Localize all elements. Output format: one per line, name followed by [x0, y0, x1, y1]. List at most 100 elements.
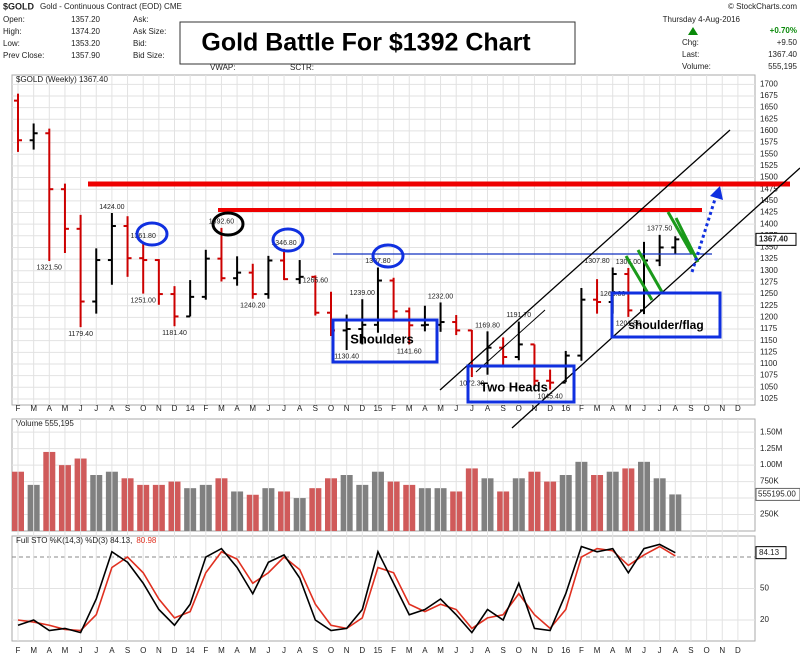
y-tick-label: 1400 [760, 219, 778, 228]
x-tick-label: D [172, 404, 178, 413]
y-tick-label: 1550 [760, 149, 778, 158]
x-tick-label: N [156, 404, 162, 413]
field-value: 1357.90 [71, 51, 100, 60]
price-label: 1045.40 [537, 393, 562, 400]
y-tick-label: 1025 [760, 394, 778, 403]
annotation: Shoulders [350, 331, 414, 346]
x-tick-label: F [391, 646, 396, 655]
symbol: $GOLD [3, 1, 35, 11]
x-tick-label: J [470, 646, 474, 655]
y-tick-label: 1700 [760, 79, 778, 88]
y-tick-label: 1450 [760, 196, 778, 205]
field-label: Bid Size: [133, 51, 165, 60]
y-tick-label: 750K [760, 477, 779, 486]
price-label: 1169.80 [475, 322, 500, 329]
x-tick-label: J [642, 646, 646, 655]
x-tick-label: J [470, 404, 474, 413]
price-label: 1130.40 [334, 354, 359, 361]
x-tick-label: J [658, 404, 662, 413]
trend-line [439, 129, 731, 391]
x-tick-label: O [140, 646, 146, 655]
price-panel [11, 74, 756, 406]
x-tick-label: N [344, 646, 350, 655]
y-tick-label: 1175 [760, 324, 778, 333]
circle-marker [211, 211, 245, 237]
price-label: 1141.60 [397, 348, 422, 355]
x-tick-label: S [313, 404, 318, 413]
x-tick-label: F [16, 404, 21, 413]
field-value: 1374.20 [71, 27, 100, 36]
y-tick-label: 1675 [760, 91, 778, 100]
x-tick-label: 15 [373, 646, 382, 655]
x-tick-label: O [516, 404, 522, 413]
x-tick-label: M [62, 646, 69, 655]
x-tick-label: J [266, 404, 270, 413]
price-label: 1201.50 [616, 321, 641, 328]
x-tick-label: A [610, 404, 616, 413]
x-tick-label: S [500, 404, 505, 413]
x-tick-label: 16 [561, 404, 570, 413]
price-label: 1346.80 [271, 240, 296, 247]
x-tick-label: 14 [186, 646, 195, 655]
x-tick-label: N [719, 404, 725, 413]
x-tick-label: A [422, 646, 428, 655]
circle-marker [271, 227, 305, 253]
x-tick-label: A [610, 646, 616, 655]
x-tick-label: M [625, 404, 632, 413]
x-tick-label: J [79, 646, 83, 655]
x-tick-label: A [234, 646, 240, 655]
x-tick-label: M [437, 404, 444, 413]
y-tick-label: 1275 [760, 278, 778, 287]
field-value: 555,195 [768, 62, 797, 71]
y-tick-label: 1150 [760, 336, 778, 345]
last-box [755, 546, 787, 560]
x-tick-label: A [47, 646, 53, 655]
x-tick-label: 16 [561, 646, 570, 655]
field-label: Volume: [682, 62, 711, 71]
legend-d: 80.98 [136, 536, 157, 545]
x-tick-label: F [203, 646, 208, 655]
change-pct: +0.70% [770, 26, 797, 35]
price-label: 1265.60 [303, 278, 328, 285]
x-tick-label: N [156, 646, 162, 655]
up-arrow [688, 27, 698, 35]
y-tick-label: 1250 [760, 289, 778, 298]
price-label: 1072.30 [459, 381, 484, 388]
x-tick-label: M [594, 404, 601, 413]
annotation: Two Heads [480, 379, 548, 394]
x-tick-label: M [30, 646, 37, 655]
copyright: © StockCharts.com [728, 2, 797, 11]
x-tick-label: A [47, 404, 53, 413]
price-label: 1232.00 [428, 293, 453, 300]
x-tick-label: J [642, 404, 646, 413]
x-tick-label: O [516, 646, 522, 655]
field-label: Low: [3, 39, 20, 48]
trend-line [475, 309, 546, 373]
field-label: Ask Size: [133, 27, 166, 36]
x-tick-label: D [359, 646, 365, 655]
y-tick-label: 250K [760, 510, 779, 519]
x-tick-label: M [218, 404, 225, 413]
x-tick-label: A [485, 646, 491, 655]
field-label: SCTR: [290, 63, 314, 72]
circle-marker [135, 221, 169, 247]
y-tick-label: 50 [760, 584, 769, 593]
field-label: Prev Close: [3, 51, 44, 60]
flag-lines [624, 211, 700, 301]
field-label: VWAP: [210, 63, 235, 72]
date: Thursday 4-Aug-2016 [663, 15, 741, 24]
annotation-box [466, 364, 576, 404]
x-tick-label: S [313, 646, 318, 655]
x-tick-label: D [735, 646, 741, 655]
field-label: Ask: [133, 15, 149, 24]
x-tick-label: S [688, 646, 693, 655]
y-tick-label: 1350 [760, 243, 778, 252]
x-tick-label: J [94, 646, 98, 655]
x-tick-label: O [140, 404, 146, 413]
trend-line [511, 167, 800, 429]
price-label: 1191.70 [506, 312, 531, 319]
price-label: 1181.40 [162, 330, 187, 337]
last-label: 1367.40 [759, 234, 788, 243]
price-label: 1239.00 [350, 290, 375, 297]
